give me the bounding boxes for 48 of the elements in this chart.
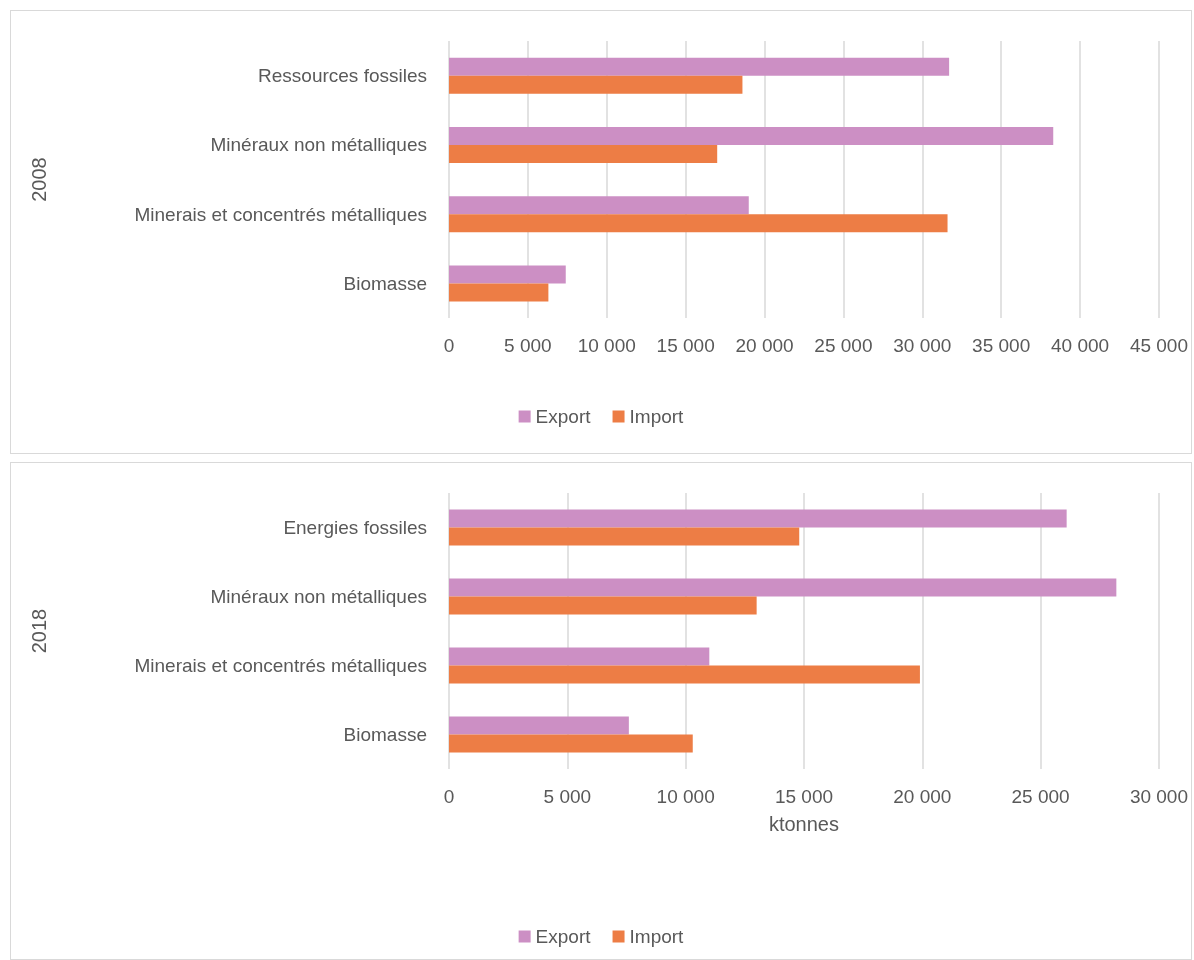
bar — [449, 509, 1067, 528]
x-tick-label: 10 000 — [656, 786, 715, 807]
y-tick-label: Ressources fossiles — [258, 65, 427, 87]
x-tick-label: 0 — [443, 335, 455, 356]
x-tick-label: 30 000 — [1129, 786, 1189, 807]
bar — [449, 596, 757, 615]
y-axis-title: 2018 — [28, 608, 50, 654]
bar — [449, 716, 629, 735]
x-tick-label: 5 000 — [543, 786, 592, 807]
bar — [449, 665, 920, 684]
x-tick-label: 35 000 — [972, 335, 1031, 356]
bar — [449, 196, 749, 215]
bar — [449, 75, 743, 94]
legend-label: Import — [629, 406, 685, 427]
bar — [449, 265, 566, 284]
bar — [449, 126, 1054, 145]
x-tick-label: 45 000 — [1129, 335, 1189, 356]
bar — [449, 734, 693, 753]
bar — [449, 527, 800, 546]
x-axis-title: ktonnes — [768, 813, 839, 835]
y-tick-label: Minéraux non métalliques — [210, 134, 427, 156]
x-tick-label: 40 000 — [1051, 335, 1110, 356]
y-tick-label: Biomasse — [343, 724, 427, 745]
y-tick-label: Minéraux non métalliques — [210, 586, 427, 607]
bar — [449, 578, 1117, 597]
bar — [449, 57, 950, 76]
x-tick-label: 15 000 — [656, 335, 715, 356]
x-tick-label: 20 000 — [893, 786, 952, 807]
y-tick-label: Minerais et concentrés métalliques — [134, 655, 427, 676]
bar — [449, 283, 549, 302]
x-tick-label: 5 000 — [504, 335, 552, 356]
x-tick-label: 25 000 — [814, 335, 873, 356]
y-axis-title: 2008 — [28, 157, 50, 202]
y-tick-label: Biomasse — [343, 272, 427, 294]
y-tick-label: Minerais et concentrés métalliques — [134, 203, 427, 225]
bar — [449, 647, 710, 666]
legend-label: Import — [629, 926, 685, 947]
x-tick-label: 20 000 — [735, 335, 794, 356]
y-tick-label: Energies fossiles — [283, 517, 427, 538]
bar — [449, 214, 948, 233]
bar — [449, 144, 718, 163]
legend-label: Export — [535, 926, 592, 947]
x-tick-label: 30 000 — [893, 335, 952, 356]
x-tick-label: 0 — [443, 786, 455, 807]
x-tick-label: 25 000 — [1011, 786, 1070, 807]
legend-label: Export — [535, 406, 592, 427]
x-tick-label: 10 000 — [577, 335, 636, 356]
x-tick-label: 15 000 — [774, 786, 834, 807]
